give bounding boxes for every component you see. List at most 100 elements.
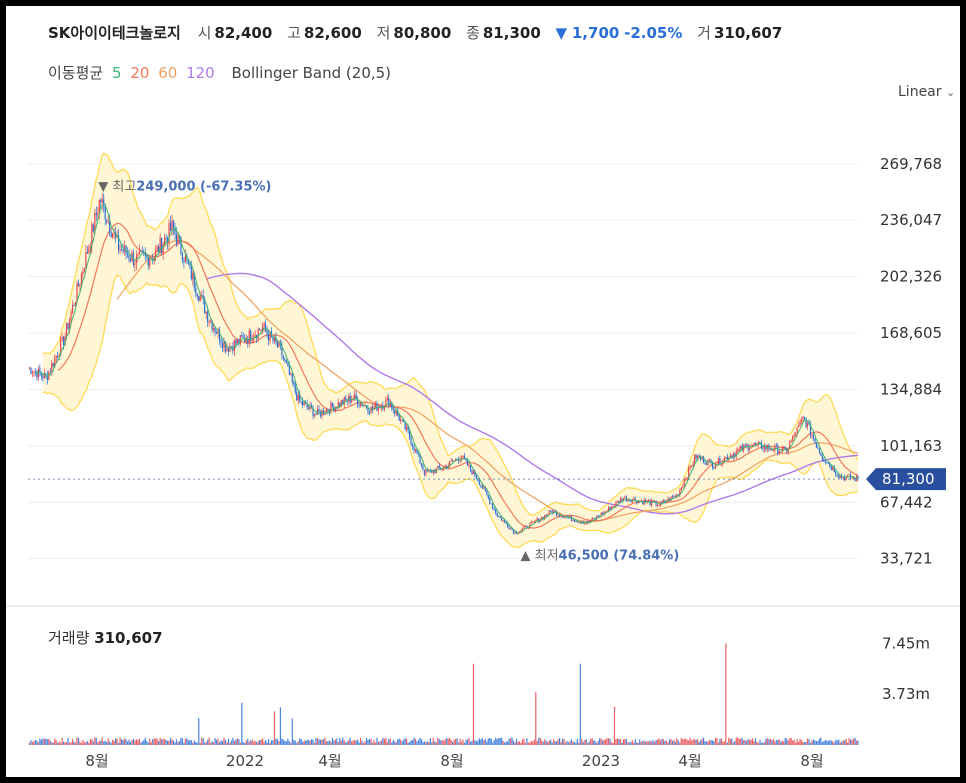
candle-body: [489, 498, 491, 504]
candle-body: [847, 475, 849, 477]
volume-bar: [178, 741, 181, 745]
volume-bar: [855, 740, 858, 745]
volume-bar: [221, 741, 224, 745]
volume-bar: [477, 740, 479, 745]
volume-bar: [253, 741, 255, 745]
candle-body: [345, 397, 347, 400]
candle-body: [517, 533, 519, 535]
ma20-label[interactable]: 20: [130, 64, 150, 82]
candle-body: [455, 458, 457, 461]
candle-body: [287, 363, 289, 366]
volume-bar: [431, 742, 433, 745]
candle-body: [187, 259, 189, 265]
candle-body: [180, 237, 182, 253]
volume-bar: [227, 738, 230, 745]
candle-body: [158, 246, 160, 253]
candle-body: [171, 220, 173, 231]
volume-bar: [325, 741, 328, 745]
volume-bar: [86, 740, 88, 745]
volume-bar: [800, 740, 803, 745]
candle-body: [492, 504, 494, 509]
time-axis: 8월 2022 4월 8월 2023 4월 8월: [85, 752, 823, 770]
volume-bar: [267, 738, 270, 745]
candle-body: [803, 417, 806, 419]
volume-bar: [71, 738, 74, 745]
candle-body: [676, 494, 678, 497]
volume-bar: [212, 742, 215, 745]
ma120-label[interactable]: 120: [186, 64, 215, 82]
volume-bar: [823, 741, 825, 745]
volume-bar: [575, 742, 577, 745]
candle-body: [116, 235, 118, 238]
volume-bar: [769, 738, 771, 745]
volume-bar: [563, 739, 565, 745]
volume-bar: [838, 739, 840, 745]
volume-bar: [570, 739, 573, 745]
candle-body: [49, 371, 51, 373]
candle-body: [272, 336, 274, 341]
volume-bar: [829, 740, 831, 745]
volume-bar: [422, 741, 424, 745]
volume-bar: [651, 741, 653, 745]
volume-bar: [161, 739, 163, 745]
volume-bar: [77, 737, 80, 745]
candle-body: [107, 221, 109, 222]
bollinger-label[interactable]: Bollinger Band (20,5): [231, 64, 392, 82]
candle-body: [45, 373, 47, 376]
volume-bar: [652, 739, 654, 745]
low-value: 80,800: [393, 24, 452, 42]
candle-body: [184, 255, 186, 263]
volume-bar: [708, 740, 711, 745]
candle-body: [719, 458, 721, 465]
candle-body: [720, 463, 722, 465]
scale-selector[interactable]: Linear ⌄: [898, 84, 955, 100]
volume-bar: [558, 738, 561, 745]
ma5-label[interactable]: 5: [111, 64, 122, 82]
candle-body: [351, 399, 353, 403]
volume-bar: [282, 739, 284, 745]
candle-body: [854, 477, 856, 482]
volume-bar: [94, 737, 96, 745]
candle-body: [416, 449, 418, 454]
volume-bar: [702, 737, 705, 745]
grid-lines: [28, 163, 858, 560]
candle-body: [324, 413, 326, 415]
volume-bar: [359, 737, 362, 745]
volume-bar: [554, 741, 556, 745]
volume-bar: [851, 739, 853, 745]
candle-body: [267, 334, 270, 341]
volume-bar: [532, 741, 534, 745]
volume-bar: [76, 737, 78, 745]
volume-bar: [777, 740, 779, 745]
candle-body: [661, 501, 663, 503]
volume-bar: [520, 742, 522, 745]
volume-bar: [31, 742, 34, 745]
candle-body: [51, 363, 53, 372]
volume-bar: [306, 739, 308, 745]
indicator-legend[interactable]: 이동평균 5 20 60 120 Bollinger Band (20,5): [48, 62, 395, 83]
volume-bar: [385, 737, 387, 745]
volume-bar: [780, 741, 782, 745]
volume-bar: [811, 740, 813, 745]
candle-body: [514, 532, 516, 534]
candle-body: [701, 456, 703, 460]
volume-bar: [689, 737, 691, 745]
candle-body: [627, 499, 629, 502]
candle-body: [502, 520, 504, 522]
volume-bar: [533, 739, 535, 745]
candle-body: [700, 456, 702, 460]
candle-body: [417, 453, 420, 455]
volume-bar: [276, 739, 279, 745]
volume-bar: [210, 742, 212, 745]
volume-bar: [514, 742, 516, 745]
volume-bar: [815, 740, 818, 745]
candle-body: [367, 408, 369, 413]
volume-bar: [305, 740, 307, 745]
volume-bar: [599, 738, 601, 745]
candle-body: [97, 213, 99, 215]
ma60-label[interactable]: 60: [158, 64, 178, 82]
volume-bar: [238, 739, 240, 745]
volume-bar: [380, 740, 382, 745]
volume-bar: [169, 737, 172, 745]
